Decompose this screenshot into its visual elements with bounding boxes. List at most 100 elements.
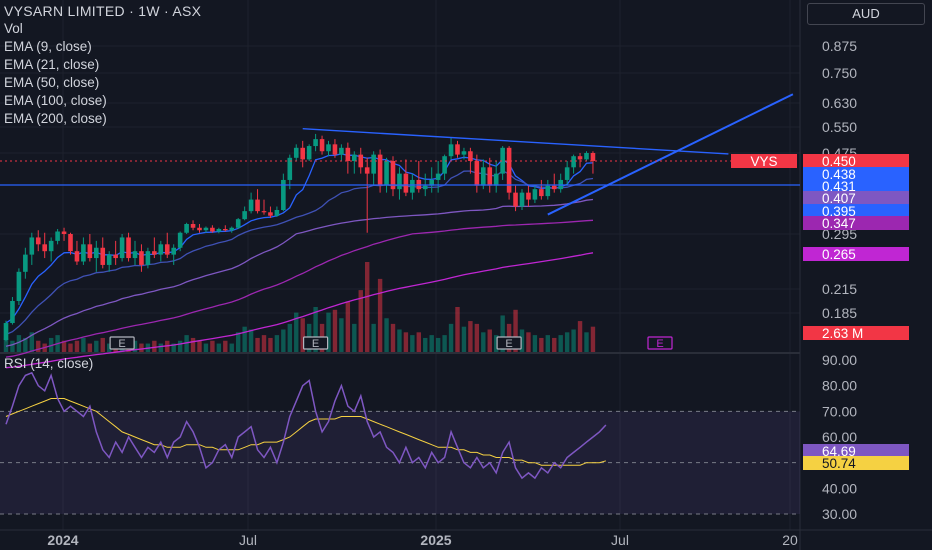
rsi-ma-line [5, 398, 607, 466]
candle [145, 247, 151, 269]
candle-body [164, 244, 170, 255]
candle [590, 151, 596, 174]
candle [551, 173, 557, 193]
price-axis[interactable]: 0.8750.7500.6300.5500.4750.2950.2150.185… [822, 38, 857, 522]
candle-body [274, 210, 280, 216]
volume-bar [448, 323, 454, 352]
candle-body [184, 224, 189, 233]
candle-body [326, 144, 331, 152]
trend-drawings[interactable] [0, 93, 800, 216]
candle [268, 206, 273, 219]
candle [364, 157, 370, 233]
volume-bar [352, 323, 357, 352]
price-label-box [803, 204, 909, 218]
earnings-marker-label: E [118, 338, 125, 350]
symbol-title[interactable]: VYSARN LIMITED · 1W · ASX [4, 3, 202, 19]
volume-bar [571, 329, 576, 352]
volume-bar [377, 278, 383, 352]
volume-bar [468, 321, 473, 352]
candle [94, 240, 99, 272]
candle-body [442, 156, 447, 174]
candle [113, 240, 118, 265]
candle-body [474, 161, 480, 186]
volume-bar [494, 335, 499, 352]
candle [513, 185, 518, 212]
volume-bar [384, 318, 389, 352]
candle [223, 225, 228, 232]
candle-body [281, 179, 286, 210]
candle-body [216, 229, 222, 232]
volume-bar [242, 326, 247, 352]
price-label-text: 0.265 [822, 247, 856, 262]
candle [35, 230, 41, 252]
volume-bar [197, 340, 202, 352]
candle-body [10, 301, 15, 324]
time-axis[interactable]: 2024 Jul 2025 Jul 20 [0, 529, 932, 548]
volume-bar [274, 335, 280, 352]
candle [274, 206, 280, 217]
price-label-box [803, 247, 909, 261]
volume-bar [74, 340, 80, 352]
candle-body [94, 247, 99, 259]
candle-body [158, 244, 164, 255]
candle [87, 234, 93, 262]
volume-bar [358, 290, 363, 352]
legend-ema-9[interactable]: EMA (9, close) [4, 39, 92, 54]
candle-body [345, 147, 351, 161]
volume-bar [81, 337, 86, 352]
legend-ema-21[interactable]: EMA (21, close) [4, 57, 100, 72]
candle [577, 153, 583, 168]
candle [410, 173, 415, 200]
volume-bar [23, 337, 28, 352]
candle-body [584, 153, 589, 160]
candle [532, 185, 538, 204]
legend-ema-50[interactable]: EMA (50, close) [4, 75, 100, 90]
candle-body [571, 156, 576, 168]
candle [42, 232, 47, 259]
candle [216, 227, 222, 234]
candle [493, 161, 499, 193]
candle-body [119, 237, 125, 259]
candle [390, 156, 396, 197]
candle-body [55, 231, 60, 241]
candle [403, 159, 409, 197]
volume-bar [403, 332, 409, 352]
legend-ema-200[interactable]: EMA (200, close) [4, 111, 107, 126]
candle-body [319, 139, 325, 152]
candle-body [532, 189, 538, 200]
candle [448, 137, 454, 160]
volume-bar [552, 337, 557, 352]
candle [81, 237, 86, 265]
currency-button[interactable]: AUD [807, 3, 925, 25]
price-tick-label: 0.875 [822, 38, 857, 54]
candle-body [255, 199, 260, 212]
candle [293, 144, 299, 161]
price-label: 0.431 [803, 179, 909, 194]
volume-bar [513, 309, 518, 352]
candle [152, 237, 157, 259]
candle [171, 244, 176, 265]
legend-ema-100[interactable]: EMA (100, close) [4, 93, 107, 108]
candle-body [229, 227, 235, 231]
candle-body [487, 167, 493, 186]
earnings-marker-box [109, 336, 135, 350]
candle [164, 232, 170, 259]
price-label-box [803, 326, 909, 340]
time-tick-label: Jul [611, 532, 629, 548]
candle-body [332, 144, 338, 155]
candle [197, 224, 202, 233]
volume-bar [261, 335, 267, 352]
volume-bar [255, 337, 260, 352]
candle [23, 247, 28, 279]
candle-body [377, 154, 383, 186]
rsi-legend[interactable]: RSI (14, close) [4, 356, 94, 371]
earnings-marker-box [496, 336, 522, 350]
candle-body [590, 153, 596, 161]
volume-bar [423, 337, 428, 352]
candle [397, 167, 402, 200]
candle [545, 179, 551, 200]
legend-vol[interactable]: Vol [4, 21, 23, 36]
earnings-marker-label: E [505, 338, 512, 350]
